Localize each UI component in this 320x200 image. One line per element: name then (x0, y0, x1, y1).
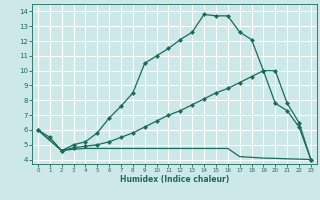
X-axis label: Humidex (Indice chaleur): Humidex (Indice chaleur) (120, 175, 229, 184)
